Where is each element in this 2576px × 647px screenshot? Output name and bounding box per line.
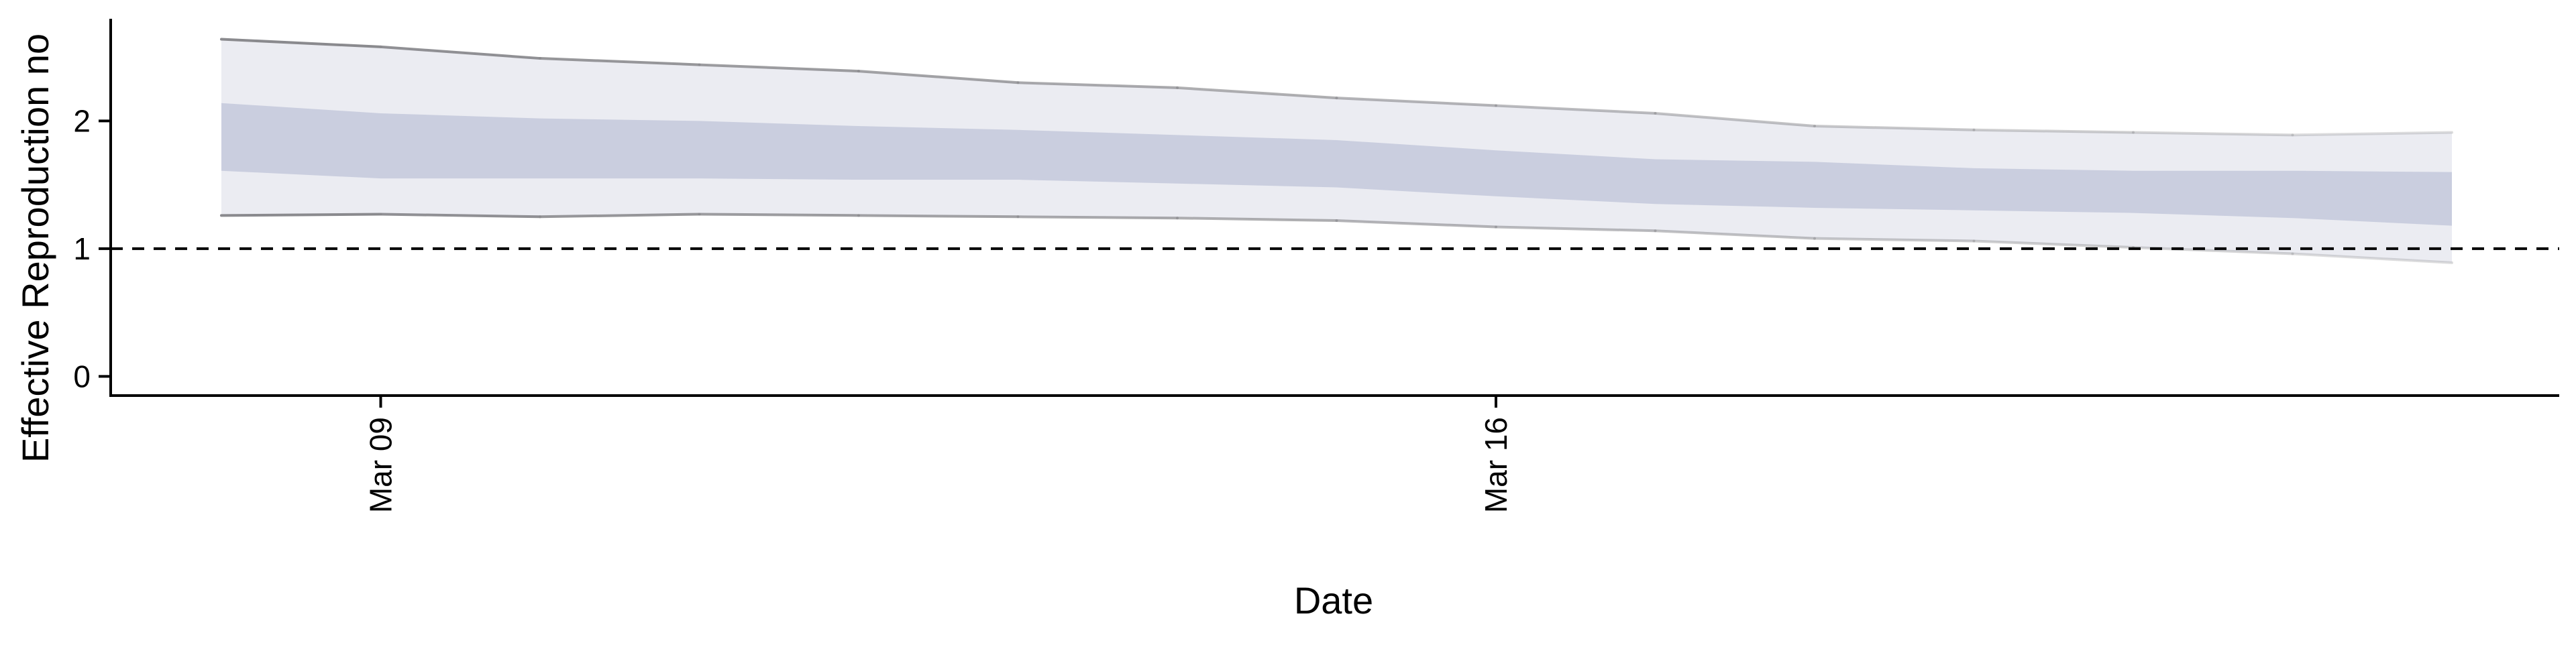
outer-lower-bound-segment <box>1016 215 1179 220</box>
outer-lower-bound-segment <box>1813 237 1976 243</box>
outer-upper-bound-segment <box>1176 86 1338 100</box>
outer-lower-bound-segment <box>857 214 1020 219</box>
outer-upper-bound-segment <box>857 70 1020 84</box>
plot-area <box>111 38 2559 264</box>
outer-lower-bound-segment <box>698 213 860 217</box>
outer-lower-bound-segment <box>539 213 701 219</box>
outer-lower-bound-segment <box>379 213 541 219</box>
outer-upper-bound-segment <box>1335 97 1497 107</box>
outer-upper-bound-segment <box>1972 128 2135 134</box>
inner-interval-band <box>221 103 2452 226</box>
outer-lower-bound-segment <box>1972 239 2135 249</box>
outer-upper-bound-segment <box>698 63 860 73</box>
outer-upper-bound-segment <box>220 38 382 48</box>
outer-lower-bound-segment <box>220 213 382 217</box>
outer-lower-bound-segment <box>1335 219 1497 229</box>
outer-upper-bound-segment <box>1495 104 1657 115</box>
outer-upper-bound-segment <box>2291 131 2453 137</box>
x-tick-label: Mar 09 <box>364 417 398 513</box>
outer-upper-bound-segment <box>539 57 701 66</box>
bands-group <box>221 39 2452 263</box>
outer-lower-bound-segment <box>1495 225 1657 233</box>
outer-upper-bound-segment <box>1813 125 1976 131</box>
outer-upper-bound-segment <box>1654 111 1816 128</box>
x-axis-title: Date <box>1294 579 1373 622</box>
axes: 0 1 2 Mar 09 Mar 16 <box>73 19 2559 513</box>
outer-upper-bound-segment <box>379 45 541 60</box>
outer-upper-bound-segment <box>1016 81 1179 89</box>
outer-lower-bound-segment <box>1654 229 1816 240</box>
y-axis-title: Effective Reproduction no <box>14 34 56 463</box>
y-tick-label: 1 <box>73 231 91 266</box>
outer-lower-bound-segment <box>2291 252 2453 264</box>
x-tick-label: Mar 16 <box>1479 417 1513 513</box>
outer-upper-bound-segment <box>2132 131 2294 137</box>
outer-lower-bound-segment <box>1176 217 1338 223</box>
y-tick-label: 2 <box>73 103 91 138</box>
y-tick-label: 0 <box>73 359 91 394</box>
